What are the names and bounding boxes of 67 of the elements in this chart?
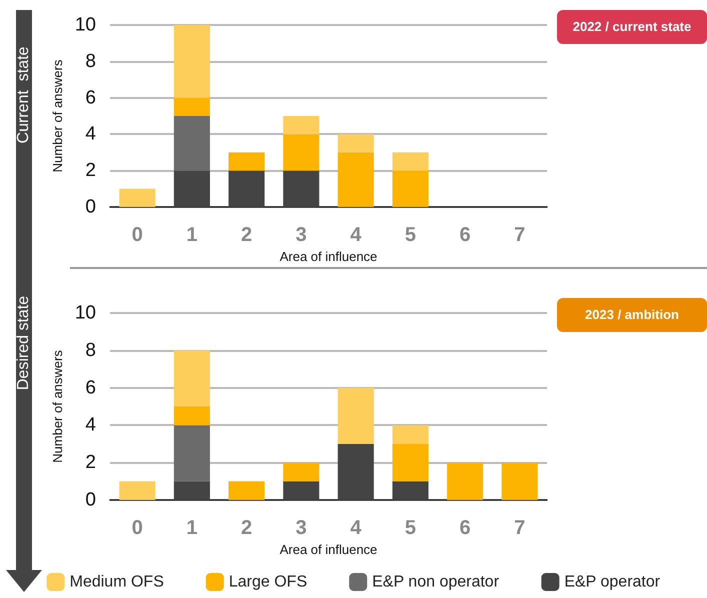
bar — [338, 152, 374, 207]
x-tick-label: 2 — [241, 224, 252, 246]
legend-label: E&P operator — [564, 574, 661, 590]
x-tick-label: 0 — [132, 517, 143, 539]
y-tick-label: 8 — [85, 50, 96, 72]
bar — [283, 116, 320, 134]
bar — [338, 388, 374, 444]
bar — [447, 462, 484, 500]
y-tick-label: 6 — [85, 87, 96, 108]
bar — [174, 406, 210, 426]
y-tick-label: 0 — [85, 196, 96, 218]
y-tick-label: 10 — [74, 302, 96, 324]
legend-label: Medium OFS — [70, 574, 164, 590]
x-tick-label: 7 — [514, 224, 526, 246]
bar — [283, 134, 320, 171]
x-tick-label: 2 — [241, 517, 252, 539]
bar — [174, 25, 210, 98]
bar — [119, 188, 156, 207]
bar — [174, 481, 210, 500]
bar — [228, 152, 265, 171]
y-tick-label: 8 — [85, 340, 96, 361]
y-axis-title: Number of answers — [50, 59, 65, 172]
bar — [119, 481, 156, 500]
bar — [174, 98, 210, 116]
legend-label: Large OFS — [228, 574, 308, 590]
x-tick-label: 7 — [514, 517, 526, 539]
bar — [174, 350, 210, 406]
bar — [392, 170, 428, 207]
x-tick-label: 6 — [460, 517, 471, 539]
bar — [338, 134, 374, 152]
x-tick-label: 5 — [404, 224, 416, 246]
y-axis-title: Number of answers — [50, 350, 65, 463]
x-tick-label: 4 — [350, 224, 362, 246]
bar — [502, 462, 538, 500]
x-tick-label: 0 — [132, 224, 143, 246]
y-tick-label: 2 — [85, 160, 96, 182]
y-tick-label: 4 — [85, 124, 96, 145]
x-tick-label: 3 — [296, 224, 307, 246]
x-axis-title: Area of influence — [280, 248, 378, 264]
bar — [228, 481, 265, 500]
y-tick-label: 2 — [85, 452, 96, 474]
bar — [392, 481, 428, 500]
bar — [338, 444, 374, 500]
bar — [392, 444, 428, 482]
x-tick-label: 6 — [460, 224, 471, 246]
text: Desired state — [15, 296, 33, 390]
bar — [283, 462, 320, 482]
bar — [174, 425, 210, 482]
legend-label: E&P non operator — [372, 574, 500, 590]
bar — [174, 116, 210, 171]
y-tick-label: 0 — [85, 490, 96, 510]
bar — [228, 170, 265, 207]
y-tick-label: 4 — [85, 414, 96, 436]
y-tick-label: 6 — [85, 377, 96, 398]
y-tick-label: 10 — [74, 14, 96, 36]
x-axis-title: Area of influence — [280, 542, 378, 557]
x-tick-label: 1 — [186, 517, 198, 539]
bar — [174, 170, 210, 207]
text: Current state — [15, 46, 33, 144]
x-tick-label: 3 — [296, 517, 307, 539]
bar — [392, 425, 428, 444]
bar — [392, 152, 428, 171]
x-tick-label: 1 — [186, 224, 198, 246]
bar — [283, 170, 320, 207]
x-tick-label: 4 — [350, 517, 362, 539]
x-tick-label: 5 — [404, 517, 416, 539]
bar — [283, 481, 320, 500]
